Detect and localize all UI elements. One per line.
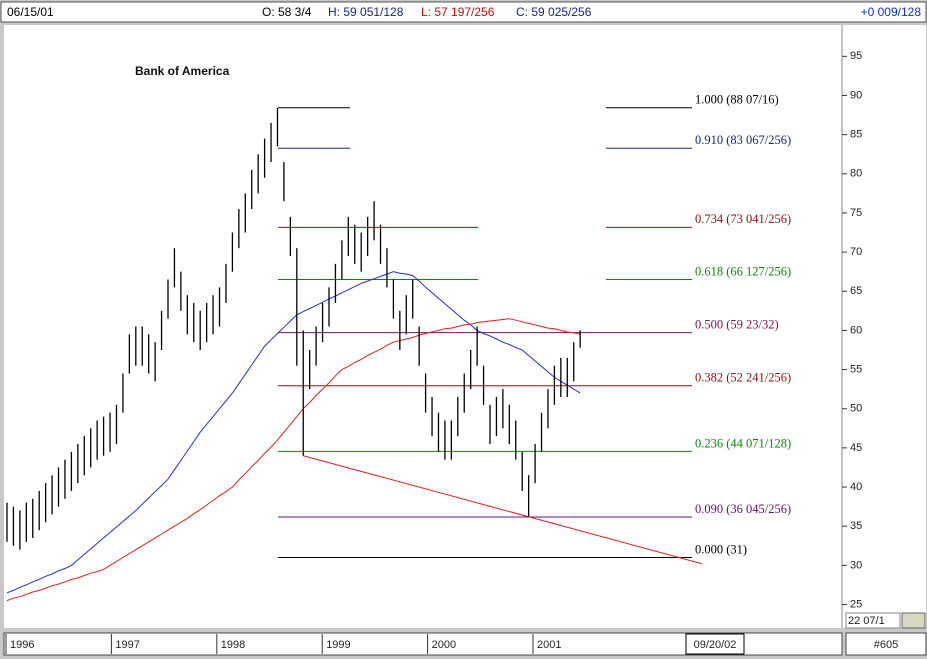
plot-area	[4, 25, 842, 628]
x-tick-label: 1997	[115, 639, 139, 651]
fib-label: 0.236 (44 071/128)	[695, 436, 791, 450]
y-tick-label: 65	[850, 285, 862, 297]
x-tick-label: 1999	[326, 639, 350, 651]
header-change: +0 009/128	[861, 5, 922, 19]
y-tick-label: 85	[850, 129, 862, 141]
x-tick-label: 2000	[432, 639, 456, 651]
fib-label: 0.910 (83 067/256)	[695, 133, 791, 147]
x-tick-label: 1998	[221, 639, 245, 651]
y-tick-label: 75	[850, 207, 862, 219]
time-axis-bar	[3, 632, 843, 656]
fib-label: 0.618 (66 127/256)	[695, 264, 791, 278]
fib-label: 0.382 (52 241/256)	[695, 371, 791, 385]
fib-label: 0.090 (36 045/256)	[695, 502, 791, 516]
cursor-date-box	[685, 633, 745, 655]
fib-label: 0.734 (73 041/256)	[695, 212, 791, 226]
chart-title: Bank of America	[135, 64, 230, 78]
page-number: #605	[874, 639, 898, 651]
y-tick-label: 55	[850, 363, 862, 375]
header-low: L: 57 197/256	[421, 5, 495, 19]
y-tick-label: 30	[850, 559, 862, 571]
y-tick-label: 45	[850, 442, 862, 454]
header-bar	[0, 1, 927, 23]
header-date: 06/15/01	[7, 5, 54, 19]
cursor-date: 09/20/02	[694, 639, 737, 651]
price-marker: 22 07/1	[848, 615, 885, 627]
plot-layer: 25 30 35 40 45 50 55 60 65 70 75 80 85 90 95 1996 1997 19…	[5, 50, 862, 654]
y-tick-label: 90	[850, 89, 862, 101]
y-tick-label: 80	[850, 168, 862, 180]
price-marker-box	[845, 612, 901, 629]
moving-average	[6, 318, 581, 602]
price-axis-area	[842, 25, 926, 628]
y-tick-label: 35	[850, 520, 862, 532]
header-high: H: 59 051/128	[328, 5, 404, 19]
x-tick-label: 2001	[537, 639, 561, 651]
fib-label: 0.500 (59 23/32)	[695, 317, 779, 331]
trendline	[303, 455, 703, 565]
y-tick-label: 25	[850, 598, 862, 610]
y-tick-label: 50	[850, 403, 862, 415]
moving-average	[6, 271, 581, 594]
fib-label: 1.000 (88 07/16)	[695, 93, 779, 107]
fib-label: 0.000 (31)	[695, 542, 747, 556]
y-tick-label: 60	[850, 324, 862, 336]
x-tick-label: 1996	[10, 639, 34, 651]
y-tick-label: 95	[850, 50, 862, 62]
scale-icon[interactable]	[901, 612, 926, 629]
y-tick-label: 70	[850, 246, 862, 258]
page-box	[845, 632, 927, 656]
header-open: O: 58 3/4	[262, 5, 312, 19]
header-close: C: 59 025/256	[516, 5, 592, 19]
y-tick-label: 40	[850, 481, 862, 493]
